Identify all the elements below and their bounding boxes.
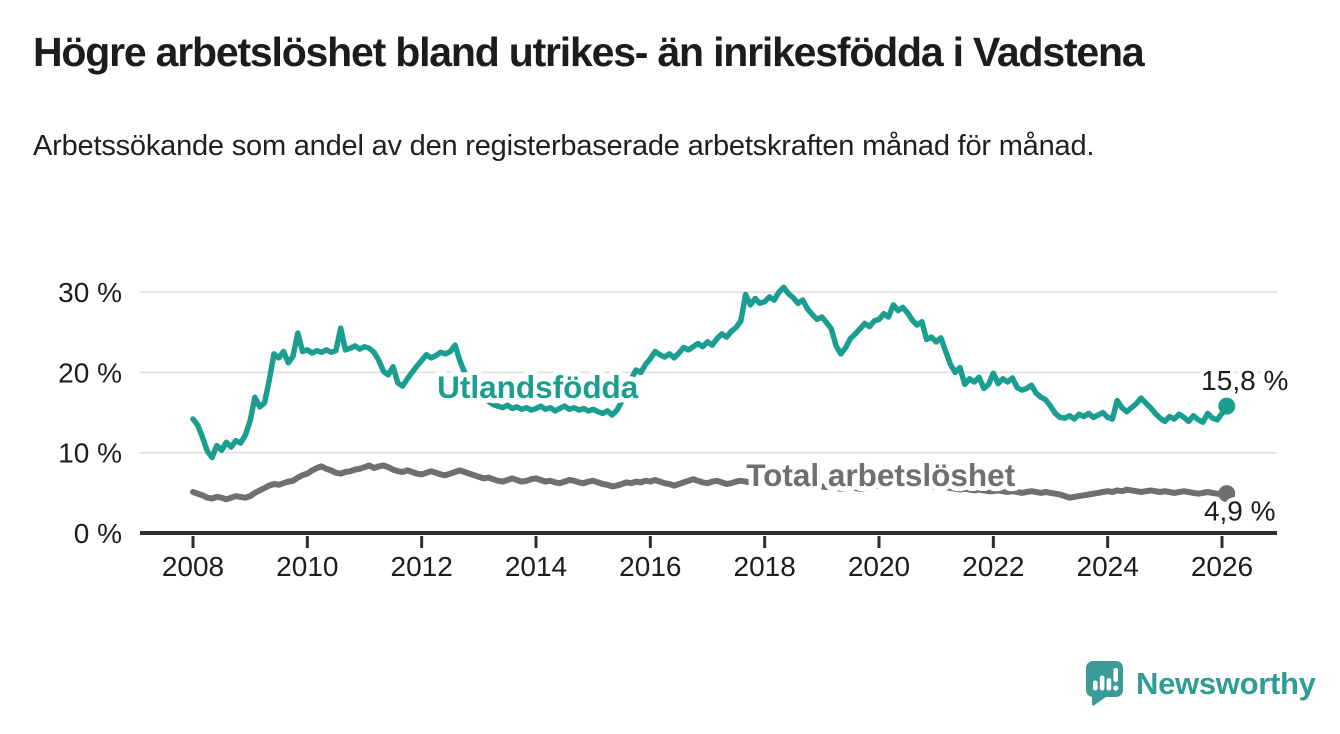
x-tick-label: 2022 <box>962 551 1024 582</box>
newsworthy-logo: Newsworthy <box>1086 661 1316 706</box>
x-tick-label: 2018 <box>734 551 796 582</box>
series-line-utlandsfodda <box>190 284 1230 461</box>
y-tick-label: 30 % <box>58 277 122 308</box>
x-tick-label: 2008 <box>162 551 224 582</box>
series-lines-group <box>190 284 1236 503</box>
series-end-value-label: 15,8 % <box>1201 365 1288 396</box>
x-tick-label: 2020 <box>848 551 910 582</box>
newsworthy-wordmark: Newsworthy <box>1136 666 1316 701</box>
chart-subtitle: Arbetssökande som andel av den registerb… <box>33 130 1095 162</box>
line-chart: 0 % 10 % 20 % 30 % 2008 2010 2012 2014 2016 2018 2… <box>58 277 1292 582</box>
page-title: Högre arbetslöshet bland utrikes- än inr… <box>33 29 1145 75</box>
series-inline-label: Total arbetslöshet <box>746 457 1015 493</box>
series-end-dot <box>1218 397 1236 415</box>
series-inline-label: Utlandsfödda <box>437 369 639 405</box>
x-tick-label: 2014 <box>505 551 567 582</box>
chart-labels-group: 15,8 % 4,9 % Utlandsfödda Total arbetslöshe… <box>432 361 1292 531</box>
gridlines-group <box>140 291 1277 454</box>
series-end-value-label: 4,9 % <box>1204 496 1276 527</box>
y-tick-label: 0 % <box>74 518 122 549</box>
x-tick-label: 2016 <box>619 551 681 582</box>
x-tick-label: 2024 <box>1077 551 1139 582</box>
y-tick-label: 20 % <box>58 357 122 388</box>
series-end-dot <box>1218 485 1236 503</box>
newsworthy-chart-bubble-icon <box>1086 661 1123 706</box>
x-tick-label: 2026 <box>1191 551 1253 582</box>
x-tick-label: 2010 <box>276 551 338 582</box>
y-tick-label: 10 % <box>58 438 122 469</box>
x-tick-label: 2012 <box>391 551 453 582</box>
axis-group: 0 % 10 % 20 % 30 % 2008 2010 2012 2014 2016 2018 2… <box>58 277 1277 582</box>
series-line-total <box>190 462 1230 503</box>
